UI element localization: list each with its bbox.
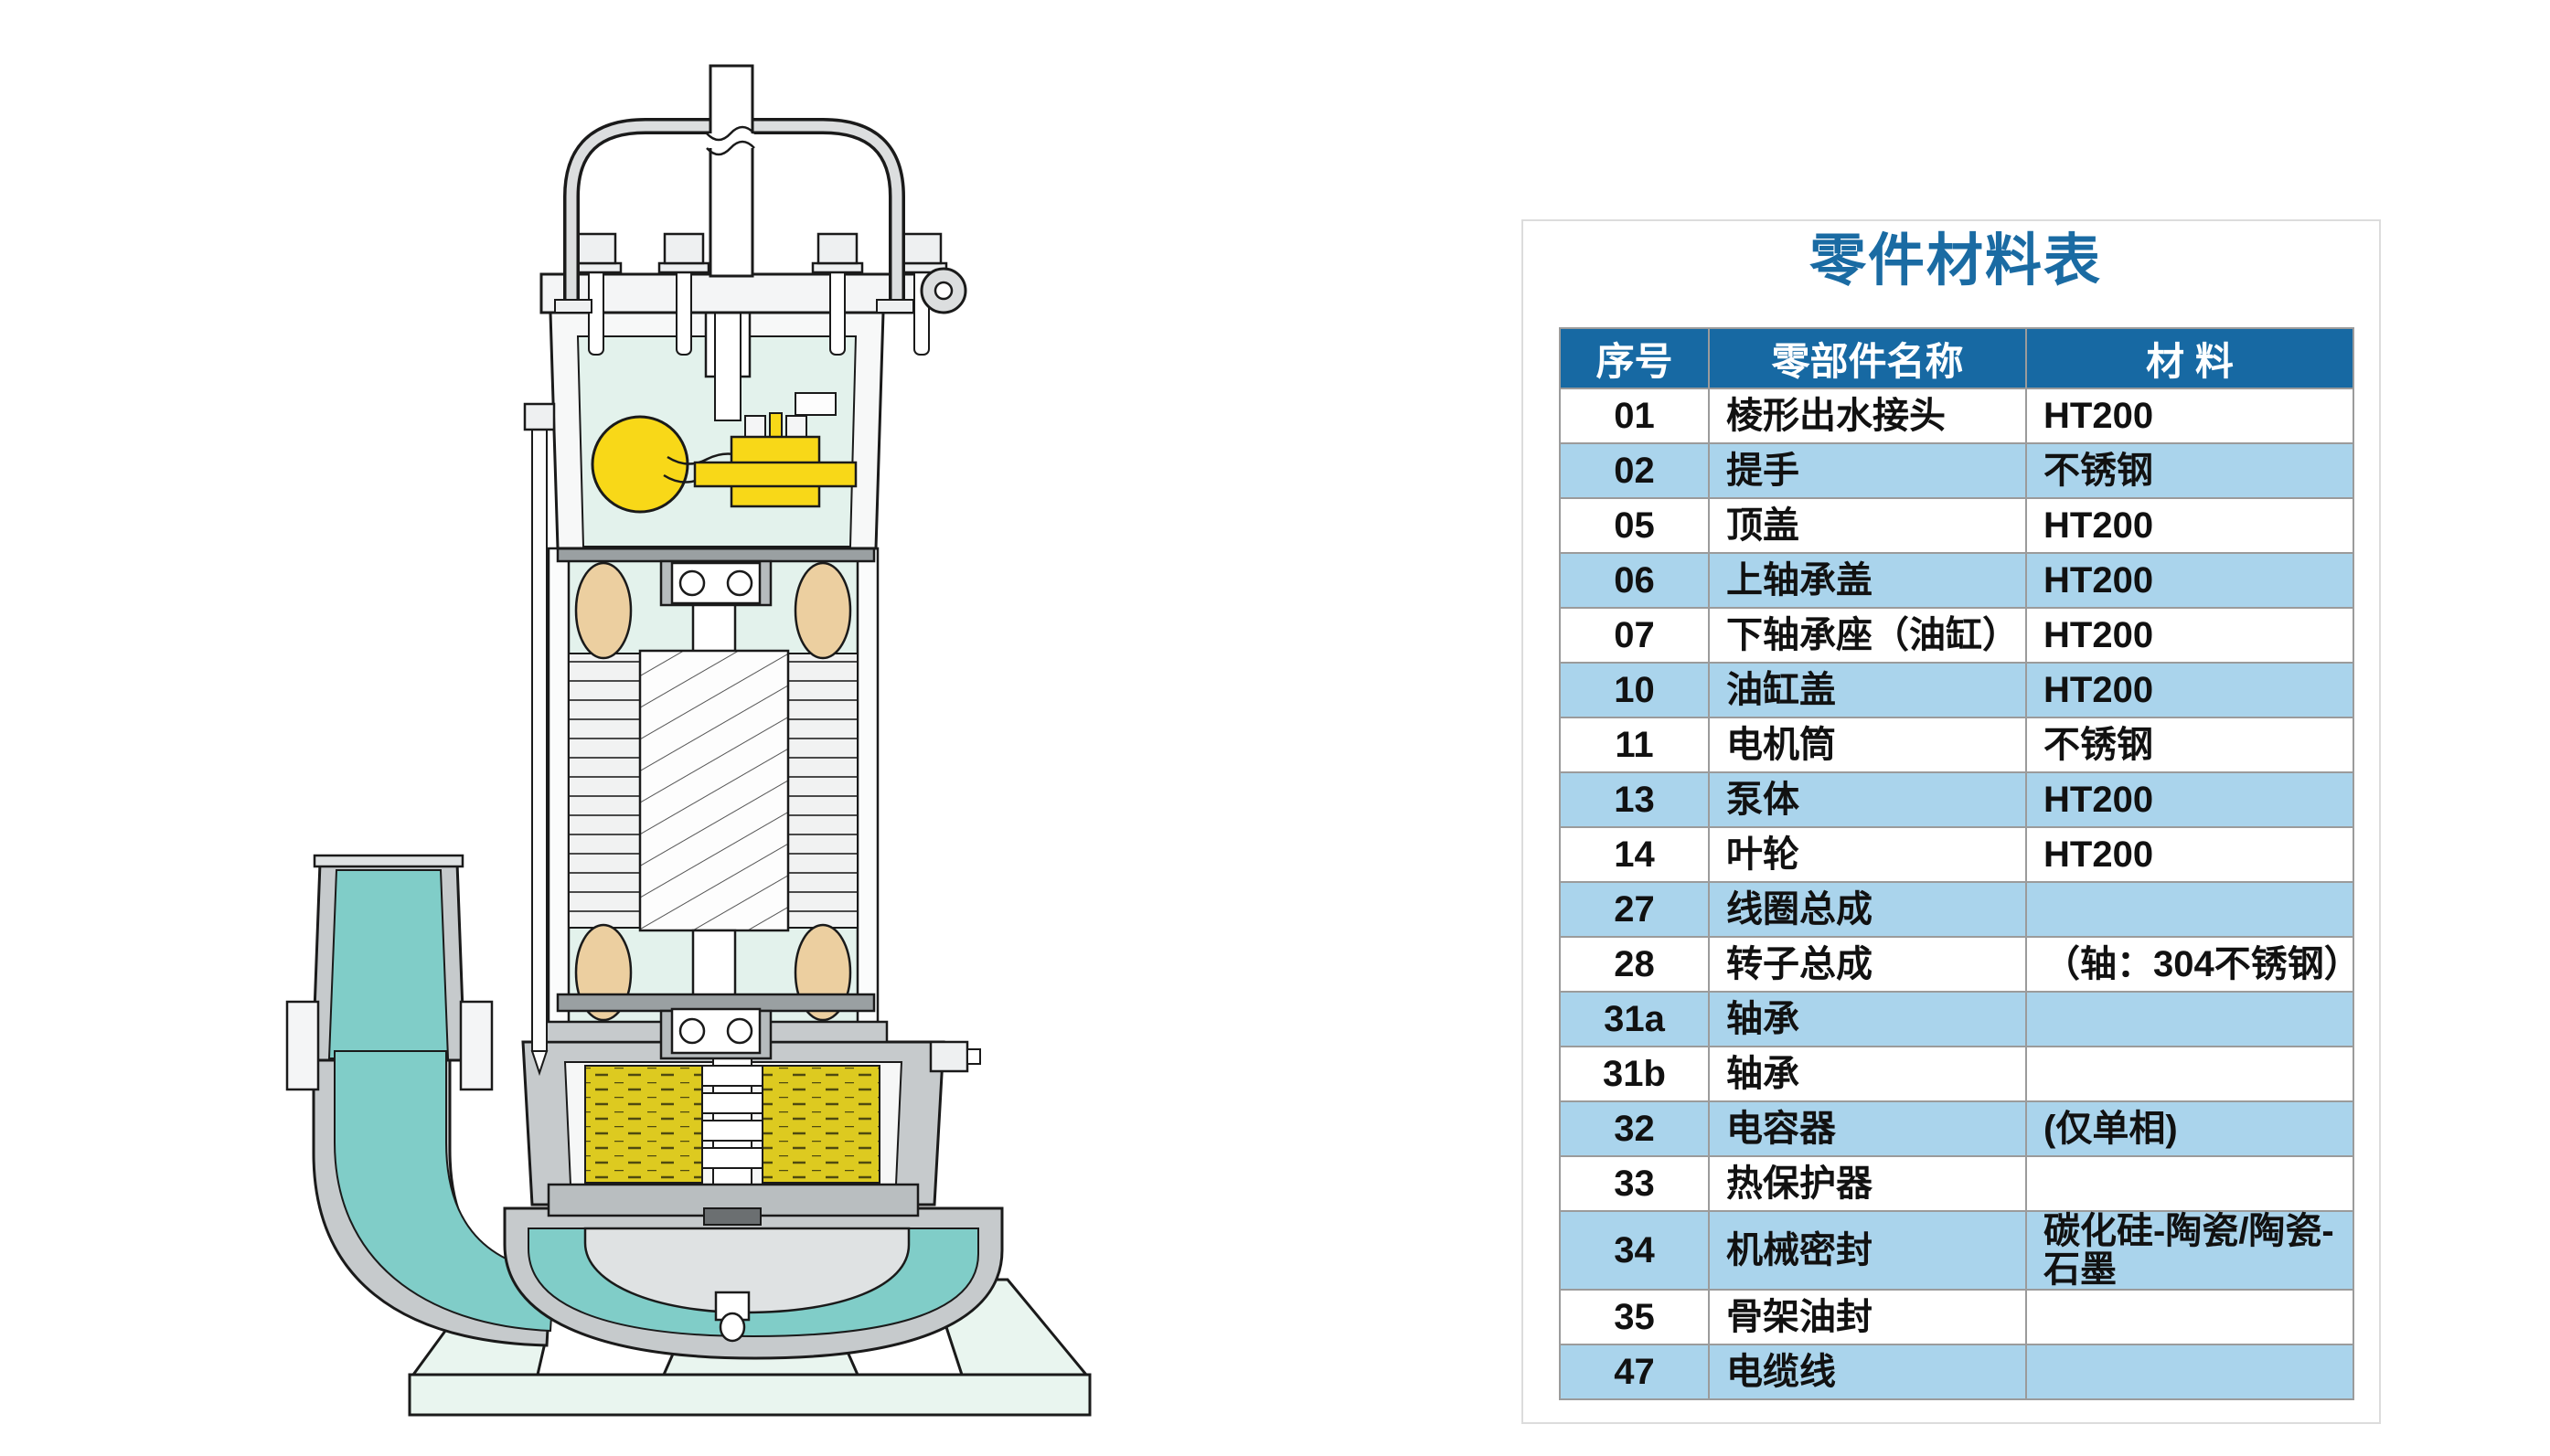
cell-no-06: 06 [1559,552,1710,609]
table-row-01: 01 棱形出水接头 HT200 [1559,388,2354,444]
cell-name-02: 提手 [1708,442,2027,499]
cell-name-34: 机械密封 [1708,1210,2027,1291]
cell-material-31b [2025,1046,2354,1102]
cell-name-14: 叶轮 [1708,826,2027,883]
cell-material-11: 不锈钢 [2025,717,2354,773]
table-row-10: 10 油缸盖 HT200 [1559,662,2354,718]
table-row-35: 35 骨架油封 [1559,1289,2354,1345]
flange-bolts [570,232,948,356]
mechanical-seal [701,1050,763,1198]
cell-no-34: 34 [1559,1210,1710,1291]
table-row-02: 02 提手 不锈钢 [1559,442,2354,499]
cell-material-28: （轴：304不锈钢） [2025,936,2361,993]
tie-rod [523,402,556,1077]
cell-no-14: 14 [1559,826,1710,883]
cell-name-31b: 轴承 [1708,1046,2027,1102]
table-row-47: 47 电缆线 [1559,1344,2354,1400]
cell-no-35: 35 [1559,1289,1710,1345]
impeller [583,1227,911,1343]
cell-no-13: 13 [1559,771,1710,828]
outlet-pipe [311,854,556,1347]
cell-no-02: 02 [1559,442,1710,499]
cell-name-11: 电机筒 [1708,717,2027,773]
cell-name-47: 电缆线 [1708,1344,2027,1400]
cell-material-14: HT200 [2025,826,2354,883]
cell-material-32: (仅单相) [2025,1100,2354,1157]
parts-table: 序号 零部件名称 材 料 01 棱形出水接头 HT200 02 提手 不锈钢 05 顶盖 HT2… [1559,327,2361,1400]
cell-name-32: 电容器 [1708,1100,2027,1157]
cell-material-01: HT200 [2025,388,2354,444]
cell-name-06: 上轴承盖 [1708,552,2027,609]
cell-material-13: HT200 [2025,771,2354,828]
header-material: 材 料 [2025,327,2354,389]
table-row-27: 27 线圈总成 [1559,881,2354,938]
header-part-name: 零部件名称 [1708,327,2027,389]
cell-material-07: HT200 [2025,607,2354,664]
table-row-34: 34 机械密封 碳化硅-陶瓷/陶瓷-石墨 [1559,1210,2354,1291]
table-row-13: 13 泵体 HT200 [1559,771,2354,828]
thermal-protector [693,412,858,508]
table-row-11: 11 电机筒 不锈钢 [1559,717,2354,773]
cell-material-31a [2025,991,2354,1047]
cell-name-27: 线圈总成 [1708,881,2027,938]
cell-no-28: 28 [1559,936,1710,993]
cell-material-47 [2025,1344,2354,1400]
table-row-06: 06 上轴承盖 HT200 [1559,552,2354,609]
cell-material-34: 碳化硅-陶瓷/陶瓷-石墨 [2025,1210,2354,1291]
table-row-33: 33 热保护器 [1559,1155,2354,1212]
stator-coil [568,561,859,1022]
cell-name-10: 油缸盖 [1708,662,2027,718]
upper-bearing [556,543,876,607]
cell-name-31a: 轴承 [1708,991,2027,1047]
pump-diagram [285,64,1092,1417]
cell-no-11: 11 [1559,717,1710,773]
cell-no-07: 07 [1559,607,1710,664]
shaft-seal [703,1207,762,1226]
cell-material-27 [2025,881,2354,938]
cell-material-06: HT200 [2025,552,2354,609]
power-cable [706,64,755,278]
cell-no-33: 33 [1559,1155,1710,1212]
table-row-07: 07 下轴承座（油缸） HT200 [1559,607,2354,664]
cell-name-13: 泵体 [1708,771,2027,828]
cell-no-31b: 31b [1559,1046,1710,1102]
cell-no-47: 47 [1559,1344,1710,1400]
cell-material-10: HT200 [2025,662,2354,718]
cell-name-33: 热保护器 [1708,1155,2027,1212]
cell-no-05: 05 [1559,497,1710,554]
cell-name-07: 下轴承座（油缸） [1708,607,2027,664]
outlet-flange [285,1000,494,1091]
cell-name-05: 顶盖 [1708,497,2027,554]
table-row-14: 14 叶轮 HT200 [1559,826,2354,883]
cell-no-31a: 31a [1559,991,1710,1047]
cell-material-02: 不锈钢 [2025,442,2354,499]
table-title: 零件材料表 [1808,229,2102,292]
cell-name-01: 棱形出水接头 [1708,388,2027,444]
table-row-32: 32 电容器 (仅单相) [1559,1100,2354,1157]
cell-no-32: 32 [1559,1100,1710,1157]
cell-name-28: 转子总成 [1708,936,2027,993]
table-row-05: 05 顶盖 HT200 [1559,497,2354,554]
cell-material-35 [2025,1289,2354,1345]
cell-no-10: 10 [1559,662,1710,718]
table-row-28: 28 转子总成 （轴：304不锈钢） [1559,936,2361,993]
cell-material-33 [2025,1155,2354,1212]
table-header-row: 序号 零部件名称 材 料 [1559,327,2354,389]
cell-no-01: 01 [1559,388,1710,444]
rotor [638,601,790,1002]
cell-name-35: 骨架油封 [1708,1289,2027,1345]
header-no: 序号 [1559,327,1710,389]
table-row-31a: 31a 轴承 [1559,991,2354,1047]
cell-no-27: 27 [1559,881,1710,938]
table-row-31b: 31b 轴承 [1559,1046,2354,1102]
cell-material-05: HT200 [2025,497,2354,554]
lower-bearing [556,993,876,1060]
